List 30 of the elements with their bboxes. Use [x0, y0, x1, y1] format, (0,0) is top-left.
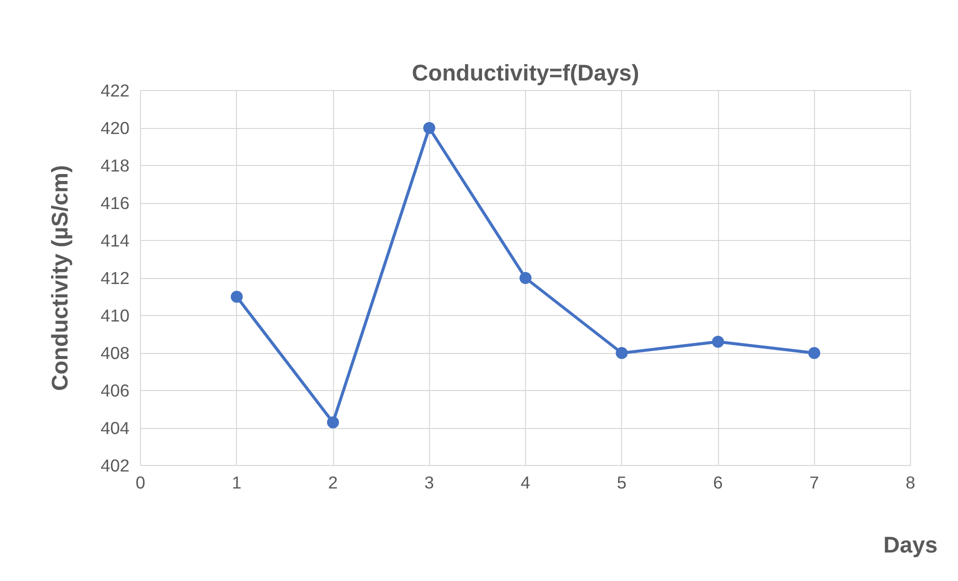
x-tick-label: 8: [906, 472, 916, 492]
x-tick-label: 3: [424, 472, 434, 492]
x-tick-label: 1: [232, 472, 242, 492]
x-tick-label: 2: [328, 472, 338, 492]
y-tick-label: 402: [100, 456, 130, 476]
y-tick-label: 412: [100, 268, 130, 288]
y-tick-label: 416: [100, 193, 130, 213]
chart-title: Conductivity=f(Days): [412, 60, 640, 86]
y-tick-label: 404: [100, 418, 130, 438]
y-tick-label: 418: [100, 156, 130, 176]
x-axis-title: Days: [883, 532, 938, 558]
y-tick-label: 422: [100, 80, 130, 100]
point: [327, 416, 339, 428]
y-axis-title: Conductivity (µS/cm): [46, 165, 73, 391]
point: [712, 336, 724, 348]
y-tick-label: 408: [100, 343, 130, 363]
point: [616, 347, 628, 359]
x-tick-label: 4: [520, 472, 531, 492]
x-tick-label: 5: [616, 472, 627, 492]
y-tick-label: 414: [100, 230, 130, 250]
point: [808, 347, 820, 359]
y-tick-label: 406: [100, 380, 130, 400]
y-tick-label: 410: [100, 306, 130, 326]
x-tick-label: 6: [713, 472, 723, 492]
x-tick-label: 0: [136, 472, 146, 492]
point: [520, 272, 532, 284]
point: [423, 122, 436, 134]
point: [230, 290, 243, 303]
y-tick-label: 420: [100, 118, 130, 138]
x-tick-label: 7: [809, 472, 820, 492]
